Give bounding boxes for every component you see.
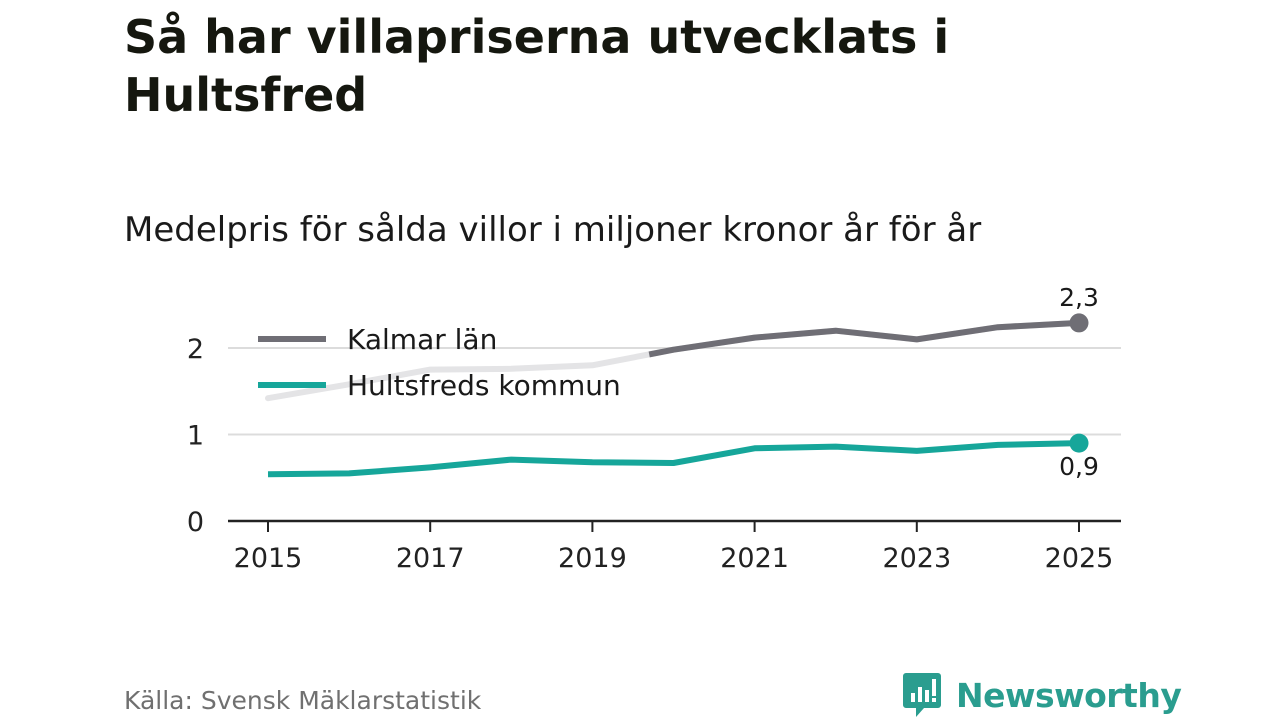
legend-label: Kalmar län	[347, 323, 497, 356]
newsworthy-logo-icon	[903, 673, 941, 717]
chart-subtitle: Medelpris för sålda villor i miljoner kr…	[124, 210, 982, 250]
end-label-kalmar: 2,3	[1059, 283, 1099, 312]
x-tick-label: 2019	[558, 543, 627, 574]
source-note: Källa: Svensk Mäklarstatistik	[124, 686, 482, 715]
series-line-hultsfred	[267, 440, 1080, 478]
axes: 0 1 2 2015 2017 2019 2021 2023 2025	[187, 334, 1121, 574]
x-tick-label: 2017	[396, 543, 465, 574]
x-tick-label: 2023	[882, 543, 951, 574]
chart-title: Så har villapriserna utvecklats i Hultsf…	[124, 10, 950, 122]
x-tick-label: 2015	[234, 543, 303, 574]
x-tick-label: 2021	[720, 543, 789, 574]
legend-label: Hultsfreds kommun	[347, 369, 621, 402]
data-labels: 2,3 0,9	[1059, 283, 1099, 481]
x-tick-label: 2025	[1045, 543, 1114, 574]
series-lines	[265, 313, 1089, 478]
end-label-hultsfred: 0,9	[1059, 452, 1099, 481]
y-tick-label: 2	[187, 334, 204, 365]
y-tick-label: 0	[187, 507, 204, 538]
end-marker-kalmar	[1069, 313, 1089, 333]
y-tick-label: 1	[187, 421, 204, 452]
end-marker-hultsfred	[1069, 433, 1089, 453]
brand-name: Newsworthy	[956, 675, 1182, 715]
legend: Kalmar län Hultsfreds kommun	[258, 323, 621, 402]
series-line-kalmar	[648, 319, 1080, 358]
brand-logo[interactable]: Newsworthy	[902, 670, 1182, 720]
